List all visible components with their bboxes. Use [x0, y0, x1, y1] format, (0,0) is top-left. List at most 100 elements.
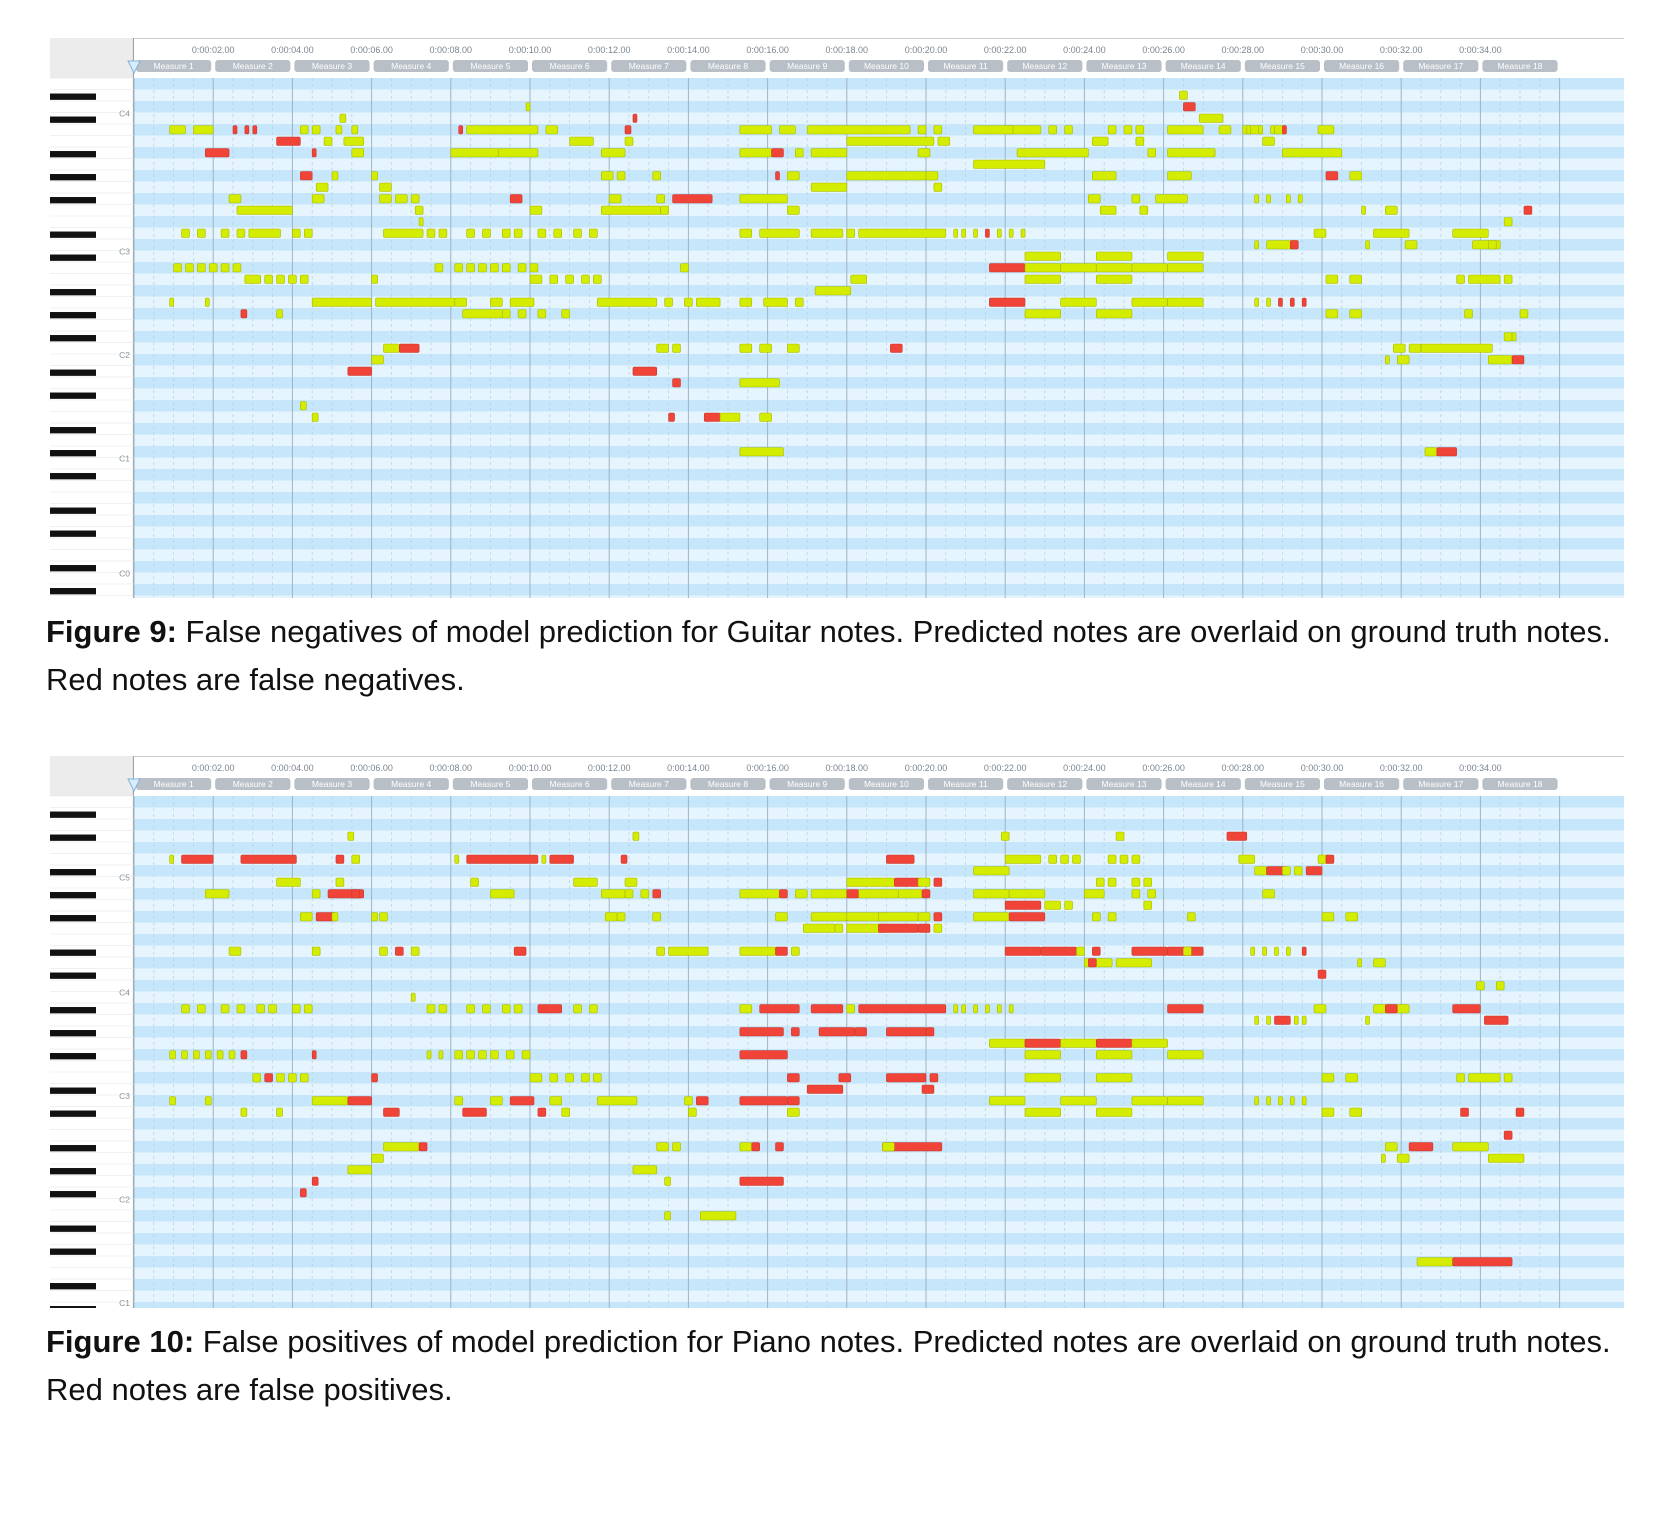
playhead-icon [127, 60, 141, 75]
correct-note [624, 889, 634, 899]
time-label: 0:00:16.00 [746, 763, 789, 773]
correct-note [311, 946, 321, 956]
correct-note [1143, 877, 1153, 887]
grid-row [134, 457, 1624, 469]
measure-tab [1086, 778, 1162, 790]
black-key [50, 1225, 96, 1232]
correct-note [379, 946, 388, 956]
correct-note [1092, 912, 1101, 922]
measure-tab [1165, 60, 1241, 72]
error-note [311, 148, 317, 158]
measure-label: Measure 8 [708, 779, 748, 789]
time-label: 0:00:22.00 [984, 45, 1027, 55]
correct-note [739, 1004, 753, 1014]
correct-note [795, 148, 804, 158]
measure-label: Measure 9 [787, 61, 827, 71]
correct-note [1254, 1096, 1259, 1106]
black-key [50, 231, 96, 238]
measure-label: Measure 12 [1022, 61, 1067, 71]
grid-row [134, 865, 1624, 877]
correct-note [561, 1107, 570, 1117]
correct-note [351, 125, 359, 135]
correct-note [383, 343, 400, 353]
correct-note [1060, 854, 1069, 864]
error-note [1325, 171, 1339, 181]
correct-note [193, 125, 214, 135]
correct-note [739, 343, 753, 353]
error-note [1515, 1107, 1525, 1117]
correct-note [1278, 1096, 1283, 1106]
measure-tab [1244, 60, 1320, 72]
correct-note [276, 309, 283, 319]
error-note [933, 912, 943, 922]
measure-tab [215, 778, 291, 790]
time-label: 0:00:10.00 [509, 45, 552, 55]
grid-row [134, 388, 1624, 400]
correct-note [1107, 854, 1117, 864]
measure-tab [373, 60, 449, 72]
correct-note [454, 297, 467, 307]
grid-row [134, 515, 1624, 527]
grid-row [134, 239, 1624, 251]
correct-note [953, 1004, 959, 1014]
correct-note [810, 889, 848, 899]
correct-note [1254, 866, 1267, 876]
correct-note [351, 854, 361, 864]
error-note [890, 343, 903, 353]
octave-label: C1 [119, 1298, 130, 1308]
keyboard-header [50, 38, 134, 78]
black-key [50, 197, 96, 204]
correct-note [1024, 263, 1061, 273]
black-key [50, 369, 96, 376]
measure-label: Measure 13 [1102, 61, 1147, 71]
correct-note [1064, 900, 1073, 910]
correct-note [410, 194, 420, 204]
correct-note [1131, 194, 1141, 204]
correct-note [1115, 831, 1125, 841]
correct-note [664, 297, 673, 307]
error-note [775, 946, 788, 956]
correct-note [347, 831, 355, 841]
correct-note [787, 1107, 800, 1117]
error-note [1226, 831, 1248, 841]
error-note [1301, 297, 1307, 307]
correct-note [1115, 958, 1153, 968]
correct-note [339, 113, 347, 123]
correct-note [1361, 205, 1366, 215]
correct-note [228, 1050, 236, 1060]
time-label: 0:00:30.00 [1301, 45, 1344, 55]
correct-note [739, 194, 788, 204]
measure-label: Measure 5 [470, 61, 510, 71]
correct-note [1503, 332, 1513, 342]
correct-note [303, 228, 313, 238]
correct-note [303, 1004, 313, 1014]
correct-note [466, 228, 475, 238]
correct-note [581, 274, 590, 284]
time-label: 0:00:26.00 [1142, 45, 1185, 55]
correct-note [300, 1073, 309, 1083]
correct-note [1464, 309, 1473, 319]
error-note [1325, 854, 1335, 864]
grid-row [134, 561, 1624, 573]
measure-tab [611, 60, 687, 72]
correct-note [672, 1142, 681, 1152]
correct-note [490, 1096, 503, 1106]
error-note [1523, 205, 1533, 215]
error-note [787, 1073, 800, 1083]
correct-note [541, 854, 547, 864]
correct-note [850, 274, 867, 284]
grid-row [134, 273, 1624, 285]
correct-note [1274, 946, 1279, 956]
correct-note [1099, 205, 1117, 215]
grid-row [134, 331, 1624, 343]
grid-row [134, 216, 1624, 228]
correct-note [1107, 125, 1117, 135]
measure-label: Measure 5 [470, 779, 510, 789]
correct-note [1456, 274, 1465, 284]
error-note [818, 1027, 856, 1037]
grid-row [134, 158, 1624, 170]
correct-note [739, 125, 772, 135]
correct-note [513, 228, 523, 238]
correct-note [1167, 251, 1204, 261]
measure-tab [136, 60, 212, 72]
